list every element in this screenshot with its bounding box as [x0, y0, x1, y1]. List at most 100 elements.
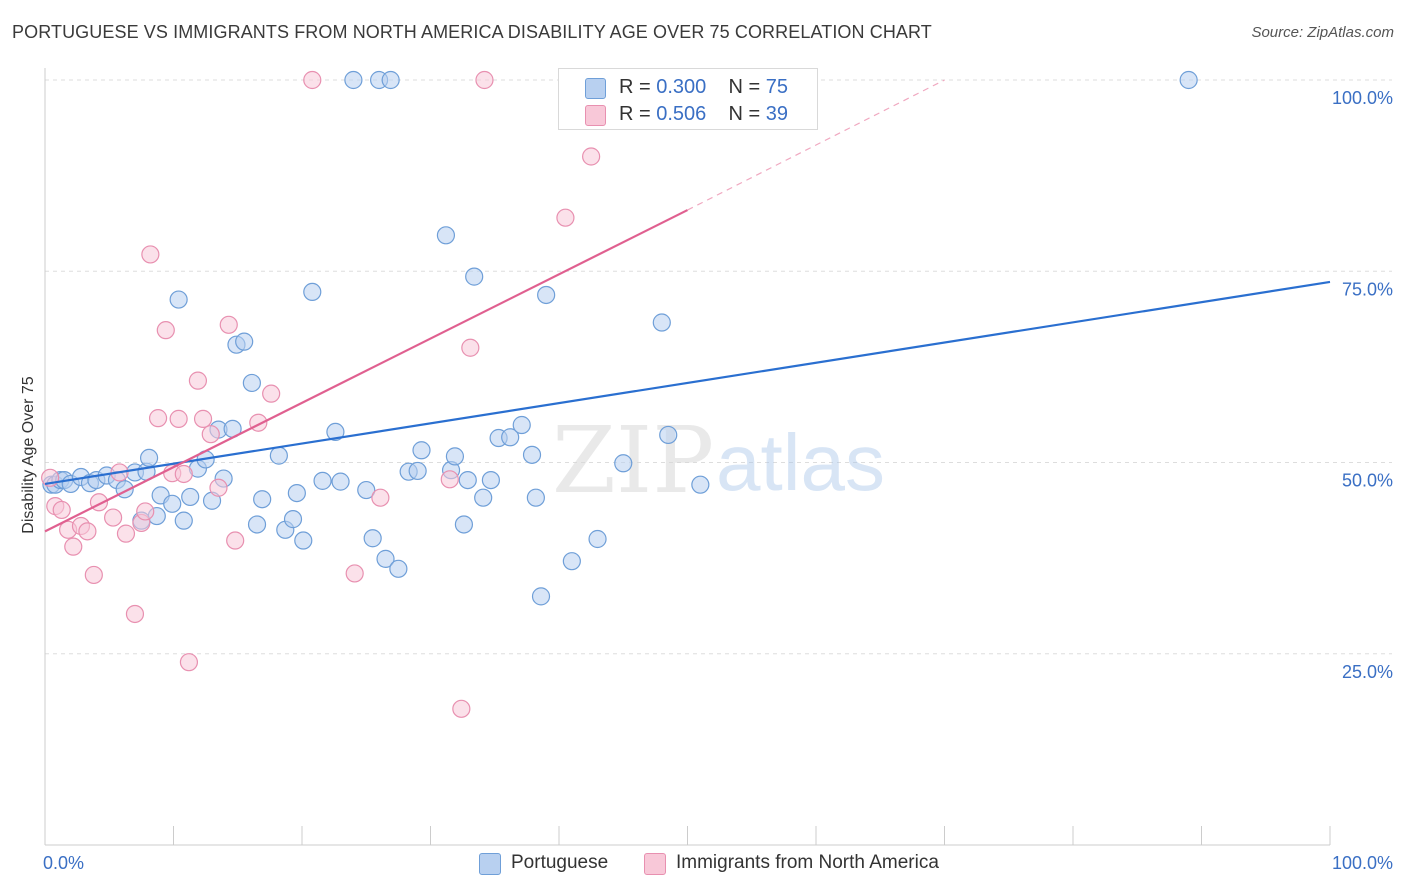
stats-legend: R = 0.300 N = 75 R = 0.506 N = 39 [558, 68, 818, 130]
portuguese-point [235, 332, 254, 351]
immigrants-point [475, 70, 494, 90]
portuguese-point [454, 515, 474, 534]
portuguese-point [436, 226, 456, 245]
immigrants-point [226, 531, 245, 550]
portuguese-point [659, 425, 678, 445]
immigrants-point [201, 425, 220, 444]
portuguese-point [445, 447, 465, 466]
immigrants-point [169, 409, 188, 428]
y-tick-label: 50.0% [1342, 471, 1393, 491]
x-tick-label-min: 0.0% [43, 853, 84, 873]
immigrants-point [193, 409, 213, 428]
immigrants-point [371, 488, 390, 507]
chart-source: Source: ZipAtlas.com [1251, 24, 1394, 41]
chart-title: PORTUGUESE VS IMMIGRANTS FROM NORTH AMER… [12, 22, 932, 42]
portuguese-point [169, 290, 188, 309]
watermark: ZIP atlas [552, 407, 885, 514]
immigrants-point [219, 315, 238, 334]
immigrants-point [104, 508, 123, 527]
legend-n-value-immigrants: 39 [765, 103, 789, 125]
immigrants-point [461, 338, 480, 357]
portuguese-point [253, 490, 272, 509]
y-tick-label: 75.0% [1342, 279, 1393, 299]
portuguese-point [287, 484, 306, 503]
portuguese-point [344, 70, 363, 90]
portuguese-point [691, 475, 710, 494]
immigrants-point [440, 470, 459, 489]
portuguese-point [458, 470, 477, 490]
portuguese-point [481, 470, 500, 490]
immigrants-point [188, 371, 208, 390]
immigrants-trend-line [44, 209, 688, 533]
portuguese-point [389, 559, 408, 578]
legend-n-value-portuguese: 75 [765, 76, 789, 98]
y-tick-label: 25.0% [1342, 662, 1393, 682]
portuguese-point [652, 313, 671, 332]
immigrants-point [78, 522, 97, 541]
axes [44, 68, 1331, 846]
portuguese-trend-line [44, 280, 1331, 486]
portuguese-point [526, 488, 545, 507]
immigrants-point [556, 208, 575, 227]
legend-r-label: R = [619, 76, 651, 98]
portuguese-point [381, 70, 400, 90]
immigrants-point [52, 500, 71, 520]
legend-swatch-portuguese [479, 853, 501, 875]
portuguese-point [474, 488, 493, 507]
immigrants-point [174, 464, 193, 484]
portuguese-point [139, 448, 159, 468]
portuguese-points [42, 70, 1198, 606]
portuguese-point [181, 487, 200, 507]
portuguese-point [357, 480, 376, 500]
immigrants-point [84, 565, 103, 585]
portuguese-point [512, 415, 531, 435]
portuguese-point [1179, 70, 1198, 90]
portuguese-point [303, 282, 322, 302]
y-tick-label: 100.0% [1332, 88, 1393, 108]
trend-lines [44, 79, 1331, 533]
portuguese-point [408, 461, 427, 481]
immigrants-point [345, 564, 364, 583]
portuguese-point [331, 472, 350, 491]
legend-swatch-pink [585, 105, 606, 126]
portuguese-point [313, 471, 332, 490]
legend-r-label: R = [619, 103, 651, 125]
legend-label-immigrants: Immigrants from North America [676, 852, 939, 873]
immigrants-point [116, 524, 136, 543]
portuguese-point [294, 531, 313, 550]
gridlines [45, 79, 1392, 655]
x-tick-label-max: 100.0% [1332, 853, 1393, 873]
immigrants-points [41, 70, 601, 718]
portuguese-point [242, 373, 261, 393]
portuguese-point [163, 494, 182, 513]
portuguese-point [269, 446, 288, 465]
immigrants-point [64, 537, 83, 556]
portuguese-point [465, 267, 484, 286]
immigrants-point [141, 245, 160, 264]
portuguese-point [531, 587, 551, 606]
portuguese-point [588, 529, 607, 549]
immigrants-point [179, 653, 199, 672]
immigrants-point [582, 147, 601, 166]
portuguese-point [614, 454, 633, 473]
portuguese-point [376, 549, 395, 568]
legend-n-label: N = [728, 76, 761, 98]
legend-r-value-portuguese: 0.300 [656, 76, 707, 98]
legend-swatch-blue [585, 78, 606, 99]
portuguese-point [174, 511, 193, 530]
legend-r-value-immigrants: 0.506 [656, 103, 707, 125]
legend-n-label: N = [728, 103, 761, 125]
portuguese-point [247, 515, 267, 534]
portuguese-point [522, 445, 542, 464]
immigrants-point [148, 409, 168, 428]
portuguese-point [326, 422, 345, 441]
immigrants-trend-extension [687, 79, 945, 211]
portuguese-point [562, 552, 581, 571]
immigrants-point [262, 384, 281, 403]
portuguese-point [501, 428, 520, 447]
immigrants-point [452, 699, 471, 718]
portuguese-point [537, 285, 556, 305]
immigrants-point [156, 321, 175, 340]
watermark-atlas: atlas [716, 418, 885, 507]
